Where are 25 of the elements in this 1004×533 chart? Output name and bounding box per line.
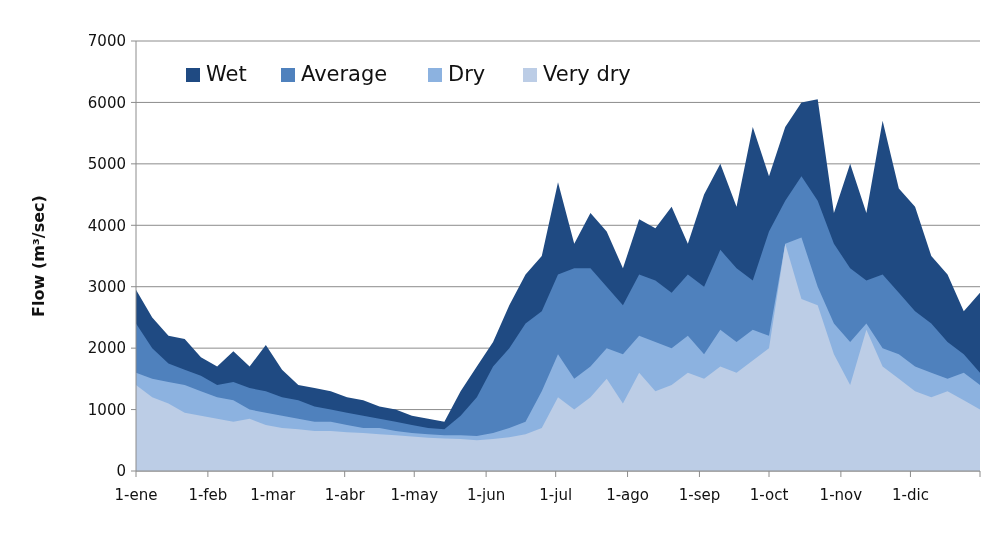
legend-label: Wet — [206, 62, 247, 86]
x-tick-label: 1-may — [390, 486, 439, 504]
legend-label: Average — [301, 62, 388, 86]
x-tick-label: 1-ago — [606, 486, 649, 504]
y-tick-label: 5000 — [87, 155, 126, 174]
x-tick-label: 1-abr — [324, 486, 366, 504]
y-tick-label: 3000 — [87, 277, 126, 296]
x-tick-label: 1-sep — [678, 486, 721, 504]
x-tick-label: 1-nov — [819, 486, 863, 504]
y-tick-label: 6000 — [87, 93, 126, 112]
x-tick-label: 1-feb — [188, 486, 228, 504]
y-tick-label: 1000 — [87, 400, 126, 419]
legend-label: Dry — [448, 62, 486, 86]
x-tick-label: 1-oct — [749, 486, 789, 504]
y-tick-label: 4000 — [87, 216, 126, 235]
y-tick-label: 7000 — [87, 32, 126, 51]
y-axis-title: Flow (m³/sec) — [29, 195, 48, 317]
x-tick-label: 1-jul — [539, 486, 573, 504]
x-tick-label: 1-ene — [114, 486, 158, 504]
x-tick-label: 1-jun — [467, 486, 506, 504]
x-tick-label: 1-mar — [250, 486, 297, 504]
x-tick-label: 1-dic — [891, 486, 929, 504]
y-tick-label: 0 — [116, 462, 126, 481]
legend-label: Very dry — [543, 62, 631, 86]
y-tick-label: 2000 — [87, 339, 126, 358]
